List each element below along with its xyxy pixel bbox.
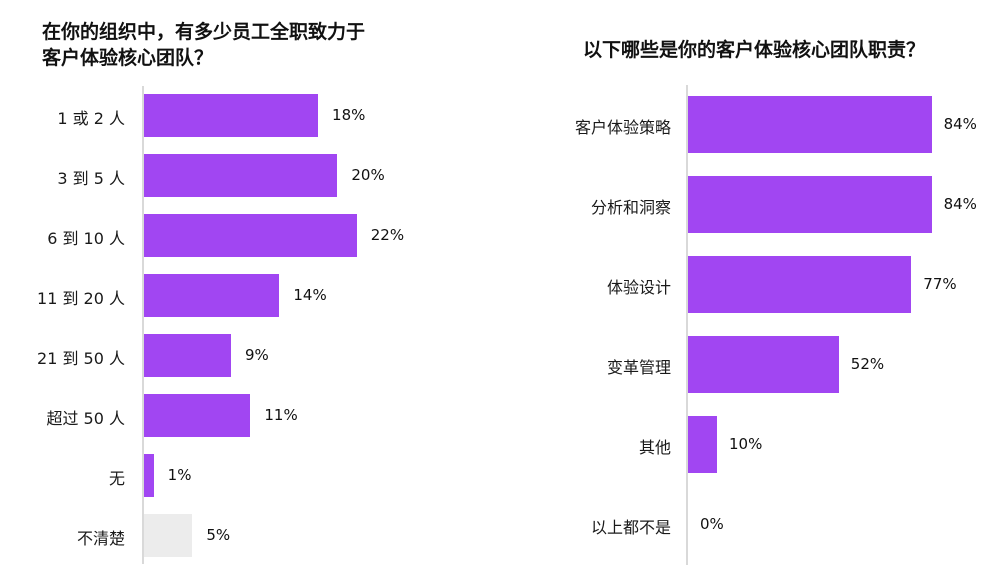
- category-label: 6 到 10 人: [47, 228, 125, 248]
- bar: [688, 256, 912, 313]
- category-label: 其他: [638, 437, 671, 457]
- category-label: 超过 50 人: [46, 408, 125, 428]
- bar: [688, 336, 839, 393]
- value-label: 11%: [264, 405, 298, 424]
- bar: [688, 96, 932, 153]
- value-label: 20%: [351, 165, 385, 184]
- category-label: 11 到 20 人: [37, 288, 125, 308]
- bar: [144, 274, 280, 317]
- category-label: 分析和洞察: [590, 197, 671, 217]
- value-label: 77%: [923, 274, 957, 293]
- category-label: 变革管理: [606, 357, 671, 377]
- bar: [144, 394, 251, 437]
- category-label: 21 到 50 人: [37, 348, 125, 368]
- value-label: 84%: [943, 194, 977, 213]
- category-label: 客户体验策略: [574, 117, 671, 137]
- bar: [144, 94, 319, 137]
- value-label: 10%: [729, 434, 763, 453]
- left-chart-axis: [142, 86, 144, 564]
- bar: [144, 334, 232, 377]
- value-label: 0%: [700, 514, 724, 533]
- bar: [144, 214, 357, 257]
- category-label: 无: [108, 468, 125, 488]
- value-label: 18%: [332, 105, 366, 124]
- value-label: 14%: [293, 285, 327, 304]
- category-label: 体验设计: [606, 277, 671, 297]
- bar: [144, 154, 338, 197]
- bar: [688, 176, 932, 233]
- left-chart-title: 在你的组织中，有多少员工全职致力于 客户体验核心团队？: [42, 19, 432, 71]
- left-chart-title-line-2: 客户体验核心团队？: [42, 47, 214, 69]
- right-chart-axis: [686, 85, 688, 565]
- bar: [144, 454, 154, 497]
- value-label: 9%: [245, 345, 269, 364]
- category-label: 不清楚: [76, 528, 125, 548]
- value-label: 52%: [850, 354, 885, 373]
- value-label: 1%: [167, 465, 192, 484]
- category-label: 3 到 5 人: [57, 168, 125, 188]
- right-chart-title: 以下哪些是你的客户体验核心团队职责？: [583, 39, 926, 61]
- category-label: 1 或 2 人: [57, 108, 125, 128]
- value-label: 84%: [943, 114, 977, 133]
- bar: [144, 514, 193, 557]
- bar: [688, 416, 717, 473]
- left-chart-title-line-1: 在你的组织中，有多少员工全职致力于: [42, 21, 366, 43]
- value-label: 5%: [206, 525, 231, 544]
- category-label: 以上都不是: [590, 517, 671, 537]
- value-label: 22%: [370, 225, 405, 244]
